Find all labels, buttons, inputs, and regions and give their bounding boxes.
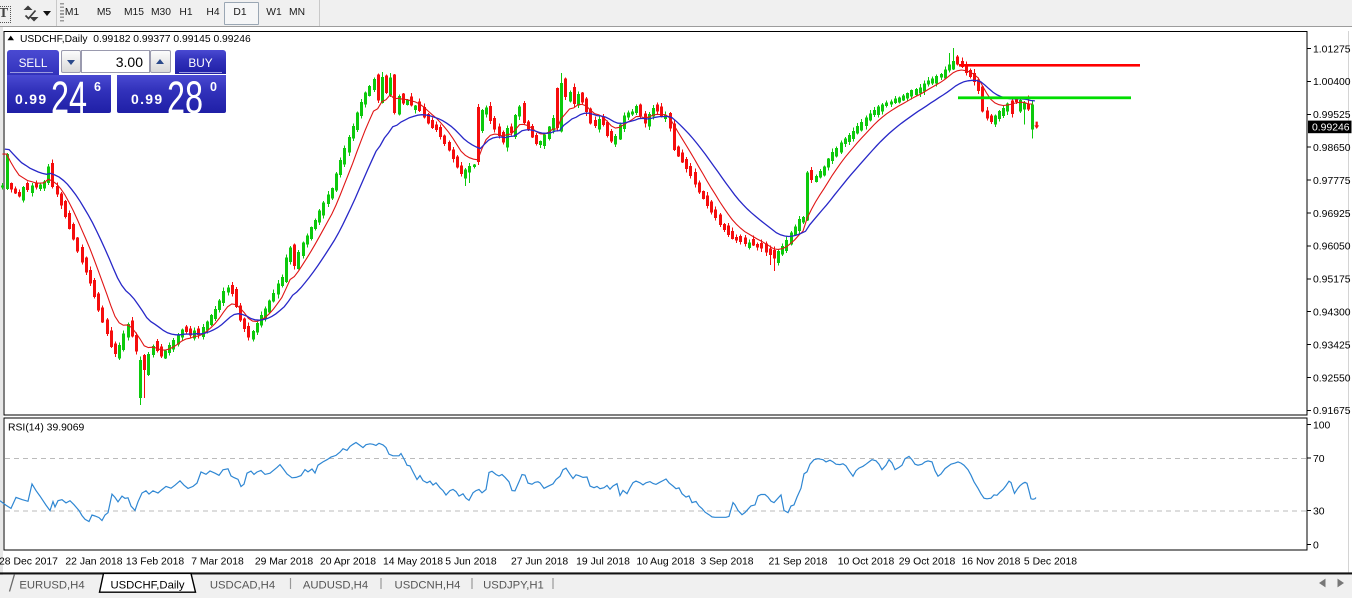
svg-text:3 Sep 2018: 3 Sep 2018 bbox=[700, 557, 753, 568]
svg-text:0.98650: 0.98650 bbox=[1313, 143, 1351, 154]
svg-text:AUDUSD,H4: AUDUSD,H4 bbox=[303, 580, 368, 592]
svg-text:USDCAD,H4: USDCAD,H4 bbox=[210, 580, 275, 592]
svg-text:29 Oct 2018: 29 Oct 2018 bbox=[899, 557, 956, 568]
svg-text:USDCHF,Daily: USDCHF,Daily bbox=[110, 580, 184, 592]
svg-text:1.00400: 1.00400 bbox=[1313, 77, 1351, 88]
svg-text:21 Sep 2018: 21 Sep 2018 bbox=[769, 557, 828, 568]
svg-text:5 Dec 2018: 5 Dec 2018 bbox=[1024, 557, 1077, 568]
svg-text:0.96050: 0.96050 bbox=[1313, 242, 1351, 253]
svg-text:27 Jun 2018: 27 Jun 2018 bbox=[511, 557, 568, 568]
svg-text:19 Jul 2018: 19 Jul 2018 bbox=[576, 557, 630, 568]
svg-text:0.92550: 0.92550 bbox=[1313, 373, 1351, 384]
svg-text:0.93425: 0.93425 bbox=[1313, 340, 1351, 351]
svg-text:USDJPY,H1: USDJPY,H1 bbox=[483, 580, 544, 592]
svg-text:100: 100 bbox=[1313, 420, 1331, 431]
svg-text:14 May 2018: 14 May 2018 bbox=[383, 557, 443, 568]
svg-text:29 Mar 2018: 29 Mar 2018 bbox=[255, 557, 314, 568]
svg-text:0.99525: 0.99525 bbox=[1313, 110, 1351, 121]
svg-text:70: 70 bbox=[1313, 454, 1325, 465]
svg-text:USDCHF,Daily 0.99182 0.99377: USDCHF,Daily 0.99182 0.99377 0.99145 0.9… bbox=[20, 34, 251, 45]
svg-text:0.96925: 0.96925 bbox=[1313, 209, 1351, 220]
svg-text:0.94300: 0.94300 bbox=[1313, 308, 1351, 319]
svg-text:20 Apr 2018: 20 Apr 2018 bbox=[320, 557, 376, 568]
svg-text:0.91675: 0.91675 bbox=[1313, 406, 1351, 417]
svg-text:RSI(14) 39.9069: RSI(14) 39.9069 bbox=[8, 423, 84, 434]
svg-text:0: 0 bbox=[1313, 540, 1319, 551]
svg-text:0.99246: 0.99246 bbox=[1312, 122, 1350, 133]
svg-text:0.95175: 0.95175 bbox=[1313, 275, 1351, 286]
svg-text:0.97775: 0.97775 bbox=[1313, 176, 1351, 187]
svg-text:1.01275: 1.01275 bbox=[1313, 44, 1351, 55]
svg-text:22 Jan 2018: 22 Jan 2018 bbox=[65, 557, 122, 568]
svg-text:USDCNH,H4: USDCNH,H4 bbox=[395, 580, 461, 592]
svg-text:30: 30 bbox=[1313, 506, 1325, 517]
svg-text:10 Aug 2018: 10 Aug 2018 bbox=[636, 557, 695, 568]
svg-text:13 Feb 2018: 13 Feb 2018 bbox=[126, 557, 185, 568]
svg-text:5 Jun 2018: 5 Jun 2018 bbox=[445, 557, 497, 568]
svg-text:10 Oct 2018: 10 Oct 2018 bbox=[838, 557, 895, 568]
svg-text:16 Nov 2018: 16 Nov 2018 bbox=[962, 557, 1021, 568]
svg-text:7 Mar 2018: 7 Mar 2018 bbox=[191, 557, 244, 568]
svg-text:28 Dec 2017: 28 Dec 2017 bbox=[0, 557, 58, 568]
svg-text:EURUSD,H4: EURUSD,H4 bbox=[19, 580, 84, 592]
